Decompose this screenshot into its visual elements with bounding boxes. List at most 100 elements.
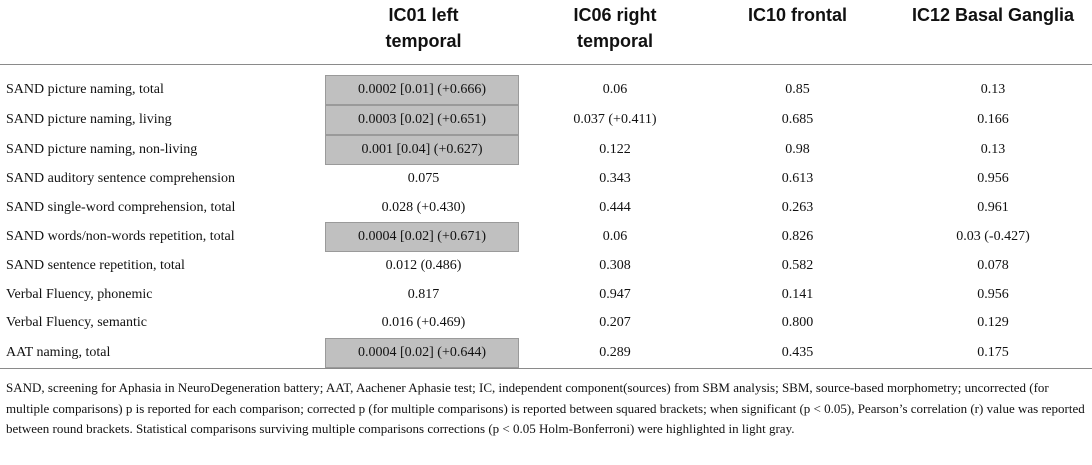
table-cell: 0.03 (-0.427)	[894, 222, 1092, 252]
header-ic12-line1: IC12 Basal Ganglia	[911, 5, 1075, 25]
results-table: IC01 left temporal IC06 right temporal I…	[0, 0, 1092, 369]
cell-value: 0.85	[785, 82, 810, 97]
cell-value: 0.012 (0.486)	[385, 258, 462, 274]
cell-value: 0.435	[781, 344, 814, 360]
table-cell: 0.13	[894, 65, 1092, 106]
highlighted-value: 0.001 [0.04] (+0.627)	[325, 135, 519, 165]
table-body: SAND picture naming, total 0.0002 [0.01] …	[0, 65, 1092, 369]
cell-value: 0.129	[977, 315, 1009, 331]
table-cell: 0.016 (+0.469)	[318, 309, 529, 338]
table-cell: 0.956	[894, 165, 1092, 194]
cell-value: 0.947	[599, 286, 631, 302]
header-ic10-line1: IC10 frontal	[747, 5, 848, 25]
table-cell: 0.13	[894, 135, 1092, 165]
cell-value: 0.582	[781, 258, 814, 274]
cell-value: 0.166	[977, 112, 1009, 127]
table-cell: 0.343	[529, 165, 701, 194]
cell-value: 0.343	[599, 171, 631, 187]
cell-value: 0.956	[977, 171, 1009, 187]
results-table-container: IC01 left temporal IC06 right temporal I…	[0, 0, 1092, 369]
table-cell: 0.0002 [0.01] (+0.666)	[318, 65, 529, 105]
table-row: SAND picture naming, non-living 0.001 [0.…	[0, 135, 1092, 165]
row-label: SAND sentence repetition, total	[6, 258, 185, 274]
cell-value: 0.613	[781, 171, 814, 187]
highlighted-value: 0.0004 [0.02] (+0.671)	[325, 222, 519, 252]
cell-value: 0.016 (+0.469)	[381, 315, 466, 331]
cell-value: 0.817	[407, 286, 440, 302]
highlighted-value: 0.0004 [0.02] (+0.644)	[325, 337, 519, 368]
cell-value: 0.03 (-0.427)	[956, 229, 1030, 244]
header-ic01-line2: temporal	[385, 31, 462, 51]
table-cell: 0.0003 [0.02] (+0.651)	[318, 105, 529, 135]
table-cell: 0.06	[529, 65, 701, 106]
header-row: IC01 left temporal IC06 right temporal I…	[0, 0, 1092, 65]
table-cell: 0.075	[318, 165, 529, 194]
cell-value: 0.98	[785, 142, 810, 157]
highlighted-value: 0.0002 [0.01] (+0.666)	[325, 75, 519, 105]
cell-value: 0.075	[407, 171, 440, 187]
cell-value: 0.175	[977, 344, 1009, 360]
table-cell: 0.435	[701, 337, 894, 369]
table-cell: 0.06	[529, 222, 701, 252]
table-cell: 0.263	[701, 194, 894, 223]
table-cell: 0.141	[701, 281, 894, 310]
table-row: Verbal Fluency, semantic 0.016 (+0.469) 0.…	[0, 309, 1092, 338]
header-cell-ic12: IC12 Basal Ganglia	[894, 0, 1092, 65]
row-label: Verbal Fluency, semantic	[6, 315, 147, 331]
row-label: SAND picture naming, total	[6, 82, 164, 97]
cell-value: 0.826	[781, 229, 814, 244]
cell-value: 0.289	[599, 344, 631, 360]
row-label: SAND auditory sentence comprehension	[6, 171, 235, 187]
table-cell: 0.444	[529, 194, 701, 223]
table-cell: 0.685	[701, 105, 894, 135]
table-cell: 0.956	[894, 281, 1092, 310]
highlighted-value: 0.0003 [0.02] (+0.651)	[325, 105, 519, 135]
cell-value: 0.263	[781, 199, 814, 215]
table-row: SAND words/non-words repetition, total 0.…	[0, 222, 1092, 252]
cell-value: 0.078	[977, 258, 1009, 274]
table-cell: 0.961	[894, 194, 1092, 223]
cell-value: 0.06	[602, 82, 628, 97]
cell-value: 0.13	[980, 142, 1006, 157]
cell-value: 0.444	[599, 199, 631, 215]
table-row: SAND auditory sentence comprehension 0.07…	[0, 165, 1092, 194]
cell-value: 0.956	[977, 286, 1009, 302]
row-label: SAND picture naming, non-living	[6, 142, 198, 157]
table-cell: 0.028 (+0.430)	[318, 194, 529, 223]
table-cell: 0.012 (0.486)	[318, 252, 529, 281]
row-label: AAT naming, total	[0, 337, 318, 369]
table-cell: 0.129	[894, 309, 1092, 338]
cell-value: 0.800	[781, 315, 814, 331]
table-footnote: SAND, screening for Aphasia in NeuroDege…	[6, 380, 1085, 436]
header-cell-ic10: IC10 frontal	[701, 0, 894, 65]
table-cell: 0.817	[318, 281, 529, 310]
table-cell: 0.613	[701, 165, 894, 194]
header-cell-ic01: IC01 left temporal	[318, 0, 529, 65]
header-ic06-line1: IC06 right	[573, 5, 657, 25]
table-cell: 0.166	[894, 105, 1092, 135]
table-cell: 0.0004 [0.02] (+0.644)	[318, 337, 529, 369]
row-label: SAND single-word comprehension, total	[6, 199, 236, 215]
row-label: SAND picture naming, living	[6, 112, 172, 127]
table-cell: 0.85	[701, 65, 894, 106]
table-cell: 0.175	[894, 337, 1092, 369]
table-row: Verbal Fluency, phonemic 0.817 0.947 0.141 0…	[0, 281, 1092, 310]
cell-value: 0.961	[977, 199, 1009, 215]
table-cell: 0.826	[701, 222, 894, 252]
cell-value: 0.13	[980, 82, 1006, 97]
table-cell: 0.947	[529, 281, 701, 310]
header-ic01-line1: IC01 left	[388, 5, 459, 25]
table-cell: 0.0004 [0.02] (+0.671)	[318, 222, 529, 252]
table-row: SAND picture naming, living 0.0003 [0.02]…	[0, 105, 1092, 135]
cell-value: 0.207	[599, 315, 631, 331]
cell-value: 0.037 (+0.411)	[573, 112, 657, 127]
cell-value: 0.028 (+0.430)	[381, 199, 466, 215]
table-cell: 0.078	[894, 252, 1092, 281]
cell-value: 0.06	[602, 229, 628, 244]
cell-value: 0.122	[599, 142, 631, 157]
table-cell: 0.308	[529, 252, 701, 281]
table-cell: 0.582	[701, 252, 894, 281]
table-cell: 0.98	[701, 135, 894, 165]
cell-value: 0.685	[781, 112, 814, 127]
table-cell: 0.800	[701, 309, 894, 338]
